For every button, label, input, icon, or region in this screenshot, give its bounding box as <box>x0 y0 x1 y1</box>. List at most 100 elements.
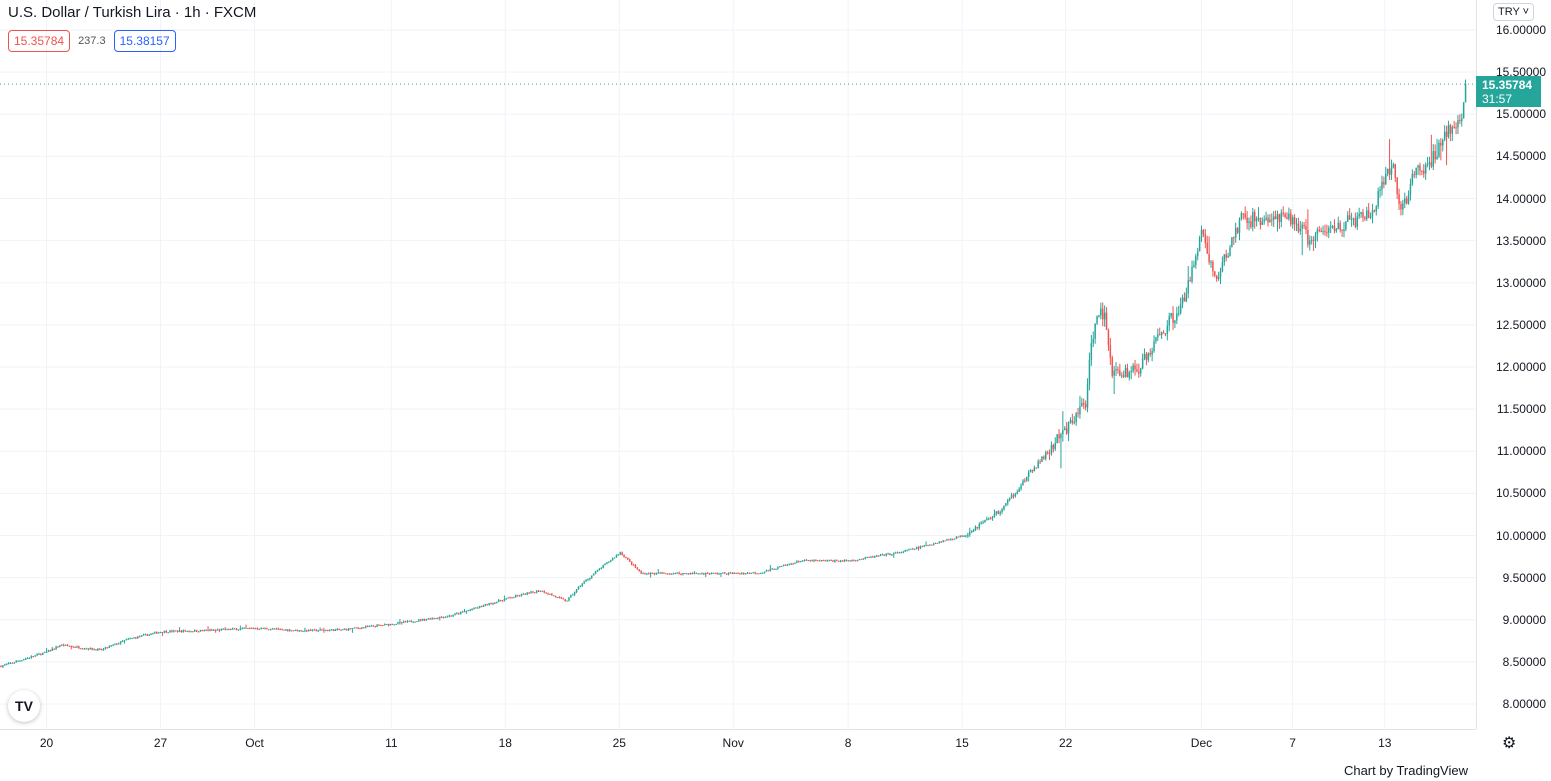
candle-body <box>66 644 69 646</box>
candle-body <box>437 618 439 620</box>
currency-button[interactable]: TRY ˅ <box>1493 3 1535 21</box>
candle-body <box>803 559 806 561</box>
chart-plot-area[interactable] <box>0 0 1476 729</box>
candle-body <box>1202 229 1205 235</box>
candle-body <box>300 630 302 632</box>
candle-body <box>1310 239 1313 241</box>
candle-body <box>615 555 618 558</box>
candle-body <box>306 630 308 632</box>
candle-body <box>1398 194 1400 204</box>
candle-body <box>944 540 946 542</box>
tradingview-logo[interactable]: TV <box>8 690 40 722</box>
candle-body <box>1423 170 1425 174</box>
candle-body <box>478 606 481 608</box>
candle-body <box>110 645 112 647</box>
candle-body <box>511 597 513 599</box>
candle-body <box>131 638 133 640</box>
candle-body <box>1234 227 1237 238</box>
candle-body <box>668 573 671 575</box>
x-tick-label: 15 <box>955 736 969 750</box>
candle-body <box>237 629 240 631</box>
candle-body <box>898 552 901 554</box>
candle-body <box>630 561 633 565</box>
y-tick-label: 13.50000 <box>1495 233 1546 248</box>
candle-body <box>587 579 589 581</box>
candle-body <box>769 568 772 571</box>
candle-body <box>182 630 185 633</box>
candle-body <box>931 544 933 546</box>
candle-body <box>1257 217 1260 219</box>
candle-body <box>923 545 925 547</box>
candle-body <box>1221 262 1224 272</box>
candle-body <box>1307 230 1309 245</box>
candle-body <box>1453 126 1455 128</box>
candle-body <box>847 560 849 562</box>
candle-body <box>997 511 1000 514</box>
candle-body <box>746 572 749 574</box>
candle-body <box>1107 329 1110 346</box>
candle-body <box>1345 221 1347 230</box>
candle-body <box>133 637 135 639</box>
price-axis[interactable]: 16.00000 15.50000 15.00000 14.50000 14.00000… <box>1476 0 1551 729</box>
candle-body <box>427 618 430 620</box>
candle-body <box>1388 168 1391 175</box>
candle-body <box>64 644 67 646</box>
candle-body <box>904 550 906 552</box>
candle-body <box>1054 443 1056 449</box>
candle-body <box>813 560 815 562</box>
candle-body <box>465 610 468 612</box>
candle-body <box>989 518 992 520</box>
y-tick-label: 12.50000 <box>1495 317 1546 332</box>
candle-body <box>758 573 760 575</box>
candle-body <box>528 592 530 594</box>
candle-body <box>351 628 354 630</box>
candle-body <box>779 566 781 568</box>
candle-body <box>1147 352 1150 360</box>
candle-body <box>682 573 684 575</box>
credit-text[interactable]: Chart by TradingView <box>1343 763 1468 778</box>
candle-body <box>742 573 745 575</box>
candle-body <box>190 631 192 633</box>
candle-body <box>965 535 967 537</box>
candle-body <box>239 628 242 630</box>
candle-body <box>1464 84 1467 103</box>
candle-body <box>201 630 204 632</box>
candle-body <box>112 644 114 646</box>
candle-body <box>788 563 791 565</box>
candle-body <box>57 646 59 648</box>
candle-body <box>1210 261 1212 263</box>
time-axis[interactable]: 20 27 Oct 11 18 25 Nov 8 15 22 Dec 7 13 <box>0 729 1476 758</box>
candle-body <box>786 564 789 566</box>
candle-body <box>558 597 561 599</box>
candle-body <box>1291 217 1294 225</box>
candle-body <box>1048 453 1051 455</box>
candle-body <box>1314 234 1317 241</box>
candle-body <box>119 641 122 644</box>
gear-icon[interactable]: ⚙ <box>1502 735 1517 752</box>
candle-body <box>444 616 447 618</box>
candle-body <box>691 572 694 574</box>
candle-body <box>676 572 678 574</box>
candle-body <box>203 629 206 631</box>
candle-body <box>477 607 479 609</box>
candle-body <box>1324 231 1326 233</box>
candle-body <box>879 554 882 556</box>
bid-price[interactable]: 15.35784 <box>8 30 71 52</box>
candle-body <box>1130 371 1132 373</box>
candle-body <box>621 552 623 556</box>
candle-body <box>735 572 737 574</box>
candle-body <box>70 646 73 648</box>
ask-price[interactable]: 15.38157 <box>113 30 176 52</box>
candle-body <box>860 558 863 560</box>
current-price-label: 15.35784 31:57 <box>1476 76 1541 107</box>
candle-body <box>549 593 551 595</box>
candle-body <box>1029 470 1032 473</box>
candle-body <box>900 552 903 554</box>
candle-body <box>397 622 399 624</box>
candle-body <box>475 607 477 609</box>
candle-body <box>849 560 851 562</box>
candle-body <box>1383 181 1385 185</box>
candle-body <box>718 573 720 575</box>
candle-body <box>207 630 209 632</box>
candle-body <box>486 604 489 606</box>
